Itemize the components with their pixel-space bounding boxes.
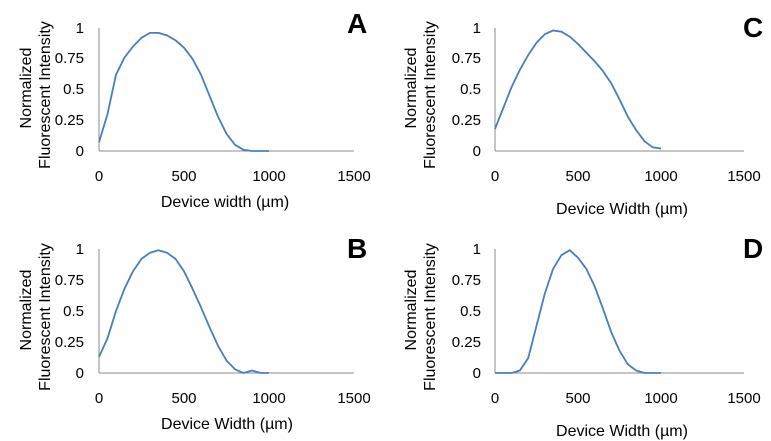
series-line-c: [494, 29, 662, 150]
y-axis-title-line2: Fluorescent Intensity: [37, 21, 54, 169]
y-tick-label: 0.75: [55, 272, 84, 289]
y-tick-label: 0.75: [55, 50, 84, 67]
x-axis-title: Device Width (µm): [161, 416, 293, 433]
x-axis-title: Device Width (µm): [556, 423, 688, 440]
y-axis-title-line2: Fluorescent Intensity: [37, 243, 54, 391]
y-axis-title-line1: Normalized: [18, 270, 35, 351]
panel-b: Normalized Fluorescent Intensity 0 0.25 …: [18, 233, 371, 433]
x-tick-label: 0: [491, 168, 499, 185]
x-tick-label: 500: [171, 168, 196, 185]
y-tick-label: 0.75: [452, 272, 481, 289]
y-tick-label: 0.5: [63, 81, 84, 98]
y-tick-label: 0.5: [63, 303, 84, 320]
x-tick-label: 0: [491, 390, 499, 407]
y-tick-label: 0.5: [460, 303, 481, 320]
x-tick-label: 1000: [644, 168, 677, 185]
x-tick-label: 1000: [644, 390, 677, 407]
y-tick-label: 0: [473, 143, 481, 160]
x-axis-title: Device width (µm): [161, 194, 289, 211]
x-tick-label: 1000: [252, 168, 285, 185]
series-line-d: [495, 249, 661, 374]
x-tick-label: 0: [95, 168, 103, 185]
series-layer: [98, 29, 662, 374]
y-tick-label: 0: [76, 365, 84, 382]
panel-label: A: [347, 8, 367, 39]
x-tick-label: 1500: [727, 168, 760, 185]
y-tick-label: 0.5: [460, 81, 481, 98]
series-line-b: [98, 249, 269, 374]
y-tick-label: 1: [76, 241, 84, 258]
x-tick-label: 1500: [337, 390, 370, 407]
y-tick-label: 0.25: [452, 334, 481, 351]
y-axis-title-line1: Normalized: [403, 48, 420, 129]
panel-d: Normalized Fluorescent Intensity 0 0.25 …: [403, 233, 763, 440]
x-axis-title: Device Width (µm): [556, 201, 688, 218]
panel-label: C: [743, 12, 763, 43]
y-tick-label: 0: [473, 365, 481, 382]
y-tick-label: 0.25: [55, 334, 84, 351]
x-tick-label: 1500: [727, 390, 760, 407]
x-tick-label: 1000: [252, 390, 285, 407]
panel-label: B: [347, 233, 367, 264]
y-axis-title-line2: Fluorescent Intensity: [422, 243, 439, 391]
y-axis-title-line1: Normalized: [18, 48, 35, 129]
y-axis-title-line2: Fluorescent Intensity: [422, 21, 439, 169]
x-tick-label: 500: [565, 168, 590, 185]
panel-label: D: [743, 233, 763, 264]
x-tick-label: 500: [565, 390, 590, 407]
y-tick-label: 0.75: [452, 50, 481, 67]
y-tick-label: 0: [76, 143, 84, 160]
panel-c: Normalized Fluorescent Intensity 0 0.25 …: [403, 12, 763, 218]
y-axis-title-line1: Normalized: [403, 270, 420, 351]
y-tick-label: 0.25: [55, 112, 84, 129]
x-tick-label: 500: [171, 390, 196, 407]
y-tick-label: 1: [473, 20, 481, 37]
y-tick-label: 1: [473, 241, 481, 258]
y-tick-label: 1: [76, 20, 84, 37]
series-line-a: [98, 32, 269, 152]
x-tick-label: 1500: [337, 168, 370, 185]
panel-a: Normalized Fluorescent Intensity 0 0.25 …: [18, 8, 371, 211]
y-tick-label: 0.25: [452, 112, 481, 129]
x-tick-label: 0: [95, 390, 103, 407]
